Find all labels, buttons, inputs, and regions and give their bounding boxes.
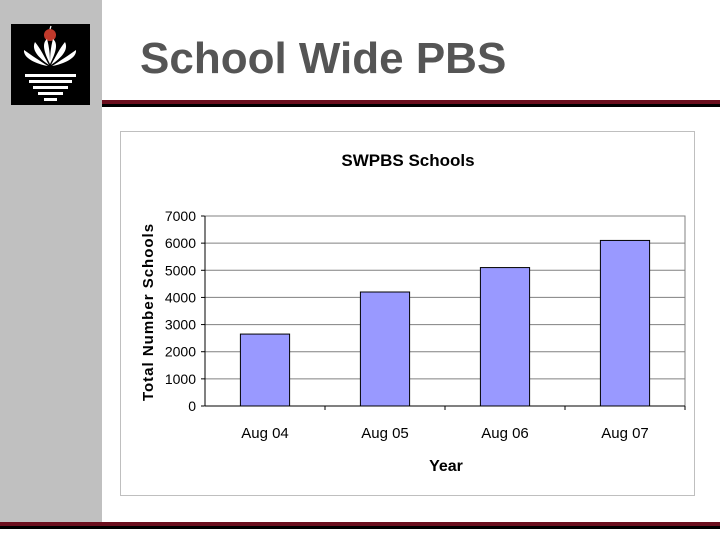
x-tick-label: Aug 07 — [601, 425, 649, 442]
slide-title: School Wide PBS — [140, 34, 507, 83]
y-tick-label: 5000 — [165, 262, 196, 278]
y-tick-label: 6000 — [165, 235, 196, 251]
footer-rule-red — [0, 522, 720, 526]
footer-rule-black — [0, 526, 720, 529]
plot-area: 0 1000 2000 3000 4000 5000 6000 7000 Aug 04 Aug 0… — [165, 208, 686, 442]
y-tick-label: 4000 — [165, 289, 196, 305]
chart-frame: SWPBS Schools Total Number Schools Year … — [120, 131, 695, 496]
x-tick-label: Aug 05 — [361, 425, 409, 442]
title-rule-black — [102, 104, 720, 107]
y-tick-label: 0 — [188, 398, 196, 414]
y-tick-label: 7000 — [165, 208, 196, 224]
bar — [239, 333, 291, 407]
bar — [359, 291, 411, 407]
bar-chart: SWPBS Schools Total Number Schools Year … — [140, 151, 686, 475]
y-axis-label: Total Number Schools — [140, 223, 157, 401]
y-tick-label: 1000 — [165, 371, 196, 387]
y-tick-label: 3000 — [165, 317, 196, 333]
chart-title: SWPBS Schools — [341, 151, 474, 170]
x-axis-label: Year — [429, 458, 463, 475]
district-logo-icon — [11, 24, 90, 105]
x-tick-label: Aug 04 — [241, 425, 289, 442]
bar — [599, 239, 651, 407]
bar — [479, 267, 531, 407]
y-tick-label: 2000 — [165, 344, 196, 360]
x-tick-label: Aug 06 — [481, 425, 529, 442]
title-rule-red — [102, 100, 720, 104]
